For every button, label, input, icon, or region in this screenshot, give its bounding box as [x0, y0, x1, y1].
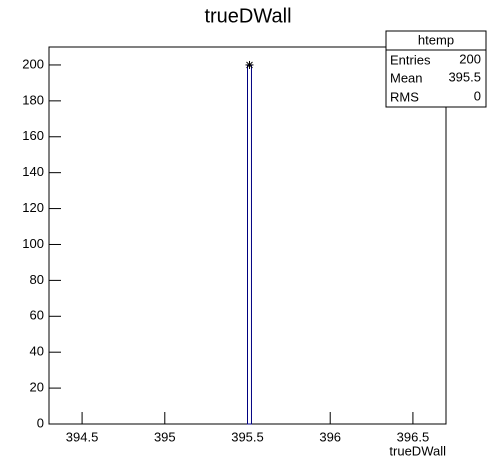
y-tick-label: 60: [30, 308, 44, 323]
x-tick-label: 396.5: [397, 429, 430, 444]
stats-box: htemp Entries 200 Mean 395.5 RMS 0: [385, 30, 487, 108]
y-tick-label: 100: [22, 236, 44, 251]
stats-frame: [385, 30, 487, 108]
stats-value: 395.5: [448, 69, 481, 84]
stats-label: Entries: [390, 52, 431, 67]
y-tick-label: 180: [22, 92, 44, 107]
stats-label: Mean: [390, 70, 423, 85]
x-tick-label: 394.5: [66, 429, 99, 444]
y-tick-label: 200: [22, 56, 44, 71]
y-tick-label: 160: [22, 128, 44, 143]
x-tick-label: 395: [154, 429, 176, 444]
x-tick-label: 395.5: [231, 429, 264, 444]
x-tick-label: 396: [319, 429, 341, 444]
stats-value: 0: [474, 88, 481, 103]
stats-title: htemp: [418, 32, 454, 47]
y-tick-label: 140: [22, 164, 44, 179]
stats-label: RMS: [390, 89, 419, 104]
y-tick-label: 80: [30, 272, 44, 287]
y-tick-label: 120: [22, 200, 44, 215]
marker-stroke: [246, 61, 253, 69]
y-tick-label: 40: [30, 344, 44, 359]
chart-title: trueDWall: [204, 5, 291, 27]
y-tick-label: 0: [37, 415, 44, 430]
x-axis-label: trueDWall: [389, 443, 446, 458]
y-tick-label: 20: [30, 380, 44, 395]
stats-value: 200: [459, 51, 481, 66]
marker: [245, 60, 254, 69]
